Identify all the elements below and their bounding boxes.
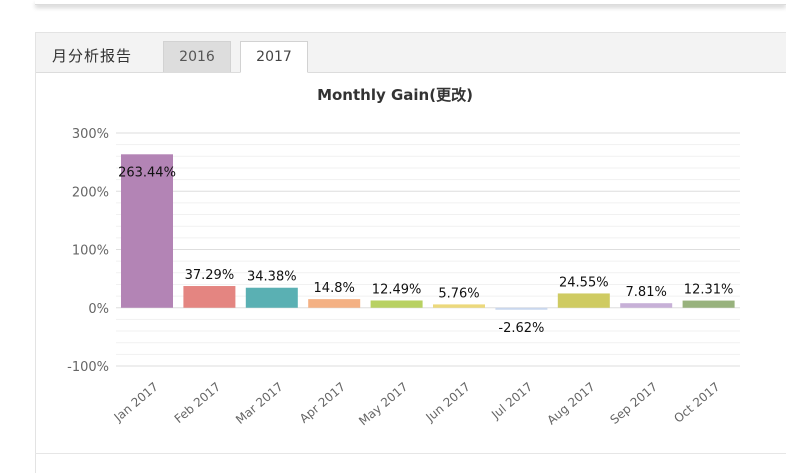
data-label: 34.38% (247, 270, 297, 285)
bar-jul-2017[interactable] (495, 307, 548, 310)
y-tick-label: 0% (88, 302, 109, 317)
x-tick-label: Jun 2017 (422, 380, 472, 426)
gridlines (116, 132, 740, 367)
bar-feb-2017[interactable] (183, 286, 236, 308)
panel-bottom-edge (35, 453, 786, 454)
x-tick-label: May 2017 (356, 380, 410, 429)
panel-header: 月分析报告 2016 2017 (36, 33, 786, 73)
data-label: 14.8% (314, 281, 355, 296)
data-label: 5.76% (438, 286, 479, 301)
bar-mar-2017[interactable] (245, 287, 298, 308)
chart-title: Monthly Gain(更改) (317, 86, 473, 104)
bar-aug-2017[interactable] (557, 293, 610, 308)
top-card-edge (35, 0, 786, 5)
data-label: 263.44% (118, 165, 176, 180)
y-axis-ticks: -100% 0% 100% 200% 300% (67, 127, 109, 375)
data-label: 12.31% (684, 283, 734, 298)
bar-oct-2017[interactable] (682, 300, 735, 308)
y-tick-label: 100% (72, 244, 109, 259)
y-tick-label: 200% (72, 185, 109, 200)
bar-apr-2017[interactable] (308, 299, 361, 308)
data-label: 24.55% (559, 275, 609, 290)
data-label: -2.62% (498, 321, 544, 336)
bar-jun-2017[interactable] (433, 304, 485, 308)
tab-2017[interactable]: 2017 (240, 41, 308, 73)
x-tick-label: Oct 2017 (671, 380, 722, 426)
x-tick-label: Jan 2017 (111, 380, 161, 425)
section-title: 月分析报告 (52, 47, 133, 65)
bars (121, 154, 735, 310)
x-tick-label: Sep 2017 (607, 380, 660, 427)
data-labels: 263.44% 37.29% 34.38% 14.8% 12.49% 5.76% -2.62… (118, 165, 733, 335)
data-label: 7.81% (626, 285, 667, 300)
x-tick-label: Feb 2017 (172, 380, 224, 426)
tab-2016[interactable]: 2016 (163, 41, 231, 72)
y-tick-label: -100% (67, 360, 109, 375)
data-label: 12.49% (372, 282, 422, 297)
x-tick-label: Aug 2017 (544, 380, 597, 428)
bar-may-2017[interactable] (370, 300, 423, 308)
x-tick-label: Apr 2017 (297, 380, 348, 426)
x-axis-ticks: Jan 2017 Feb 2017 Mar 2017 Apr 2017 May 2017… (111, 380, 723, 429)
x-tick-label: Jul 2017 (488, 380, 535, 423)
bar-sep-2017[interactable] (620, 303, 673, 308)
bar-jan-2017[interactable] (121, 154, 173, 308)
y-tick-label: 300% (72, 127, 109, 142)
x-tick-label: Mar 2017 (233, 380, 286, 427)
data-label: 37.29% (185, 268, 235, 283)
monthly-gain-chart: Monthly Gain(更改) -100% 0% 100% 200% 300% 263… (67, 86, 740, 429)
